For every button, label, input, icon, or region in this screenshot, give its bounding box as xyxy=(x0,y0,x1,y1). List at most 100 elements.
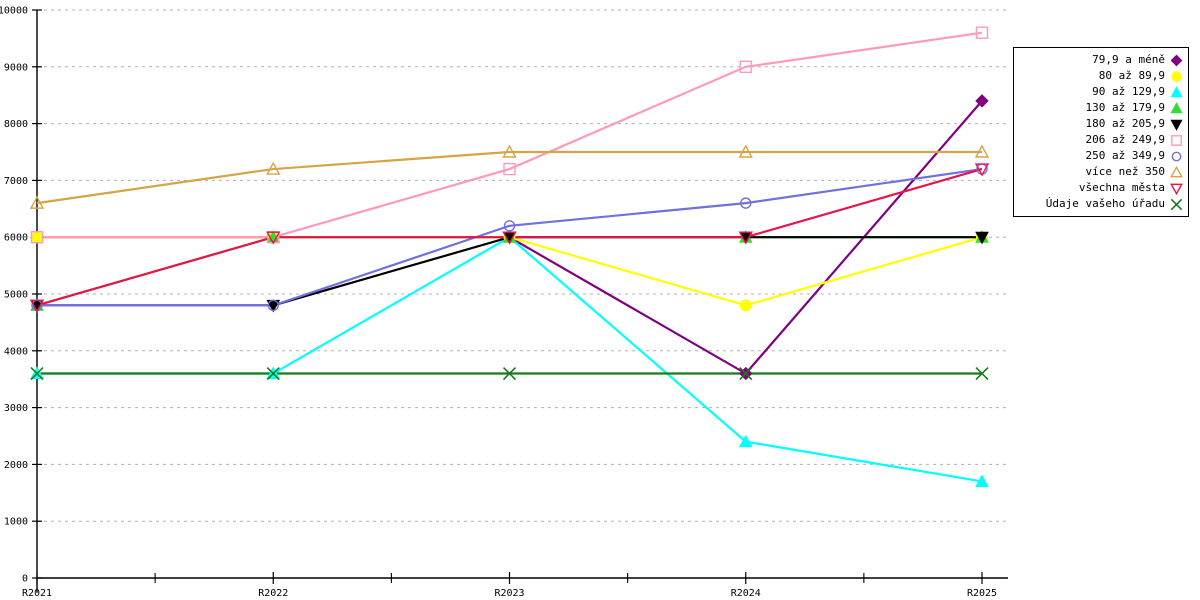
triangle-down-filled-icon xyxy=(1170,119,1183,131)
series-line xyxy=(37,236,982,307)
y-tick-label: 5000 xyxy=(4,290,28,301)
marker-shape xyxy=(267,299,279,312)
legend-item-label: 80 až 89,9 xyxy=(1098,69,1165,82)
marker-shape xyxy=(1170,198,1183,210)
series-line xyxy=(37,235,983,483)
legend-item[interactable]: 130 až 179,9 xyxy=(1018,100,1183,116)
x-tick-label: R2025 xyxy=(967,588,997,599)
legend-item-label: více než 350 xyxy=(1085,165,1165,178)
marker-triangle-down-filled xyxy=(1170,119,1183,131)
circle-open-icon xyxy=(1171,151,1182,161)
y-tick-label: 1000 xyxy=(4,517,28,528)
x-cross-icon xyxy=(1170,198,1183,210)
marker-triangle-up xyxy=(1170,85,1183,97)
legend-item[interactable]: 90 až 129,9 xyxy=(1018,84,1183,100)
gridlines xyxy=(37,9,1008,522)
marker-triangle-up-open xyxy=(974,144,990,158)
legend-item[interactable]: 80 až 89,9 xyxy=(1018,68,1183,84)
y-tick-label: 7000 xyxy=(4,176,28,187)
x-axis-ticks: R2021 R2022 R2023 R2024 R2025 xyxy=(22,572,997,599)
y-tick-label: 10000 xyxy=(0,6,28,17)
axes xyxy=(36,10,1008,592)
marker-triangle-up-filled xyxy=(1170,101,1183,113)
marker-shape xyxy=(738,434,753,448)
marker-triangle-up-open xyxy=(738,144,753,158)
marker-shape xyxy=(502,144,517,158)
series-markers xyxy=(29,26,990,487)
x-tick-label: R2022 xyxy=(258,588,288,599)
marker-shape xyxy=(739,366,753,381)
marker-shape xyxy=(975,474,989,487)
marker-shape xyxy=(1170,85,1183,97)
series-line xyxy=(37,31,983,239)
marker-shape xyxy=(975,26,989,39)
triangle-down-open-icon xyxy=(1170,183,1183,195)
marker-shape xyxy=(1170,183,1183,195)
legend-item-label: 90 až 129,9 xyxy=(1092,85,1165,98)
legend-item[interactable]: 79,9 a méně xyxy=(1018,52,1183,68)
y-tick-label: 8000 xyxy=(4,119,28,130)
marker-triangle-up-open xyxy=(266,161,281,175)
marker-diamond xyxy=(1170,54,1183,66)
triangle-up-open-icon xyxy=(1170,165,1183,177)
marker-triangle-down-open xyxy=(1170,183,1183,195)
series-line xyxy=(37,167,983,307)
legend-item[interactable]: 250 až 349,9 xyxy=(1018,148,1183,164)
diamond-icon xyxy=(1170,54,1183,66)
y-axis-ticks: 0 1000 2000 3000 4000 5000 6000 7000 8000 9000 100… xyxy=(0,6,42,585)
marker-circle-open xyxy=(267,299,279,312)
marker-square-open xyxy=(503,162,516,176)
marker-x-cross xyxy=(30,366,44,381)
legend-item-label: 250 až 349,9 xyxy=(1085,149,1165,162)
marker-shape xyxy=(1170,54,1183,66)
marker-triangle-up-open xyxy=(502,144,517,158)
marker-circle-filled xyxy=(1171,70,1182,82)
marker-x-cross xyxy=(975,366,989,381)
marker-circle-open xyxy=(740,197,752,209)
marker-shape xyxy=(31,231,43,244)
marker-shape xyxy=(1171,151,1182,161)
y-tick-label: 6000 xyxy=(4,233,28,244)
marker-triangle-down-open xyxy=(29,299,45,313)
marker-triangle-up-open xyxy=(29,195,45,209)
series-line xyxy=(36,236,982,307)
marker-shape xyxy=(739,60,752,73)
marker-shape xyxy=(30,366,44,381)
legend-item-label: 130 až 179,9 xyxy=(1085,101,1165,114)
x-tick-label: R2021 xyxy=(22,588,52,599)
legend-item-label: 79,9 a méně xyxy=(1092,53,1165,66)
marker-shape xyxy=(30,230,44,244)
y-tick-label: 9000 xyxy=(4,62,28,73)
legend-item-label: 180 až 205,9 xyxy=(1085,117,1165,130)
marker-shape xyxy=(1171,70,1182,82)
marker-square-open xyxy=(739,60,752,73)
marker-shape xyxy=(266,161,281,175)
legend-item[interactable]: 206 až 249,9 xyxy=(1018,132,1183,148)
marker-circle-open xyxy=(503,220,516,232)
marker-shape xyxy=(29,299,45,313)
line-chart-plot-area: 0 1000 2000 3000 4000 5000 6000 7000 8000 9000 100… xyxy=(0,6,1008,599)
series-lines xyxy=(36,31,983,483)
legend-item[interactable]: Údaje vašeho úřadu xyxy=(1018,196,1183,212)
marker-triangle-down-open xyxy=(502,231,517,245)
legend-item[interactable]: 180 až 205,9 xyxy=(1018,116,1183,132)
marker-shape xyxy=(975,94,989,108)
marker-circle-filled xyxy=(739,299,752,312)
chart-svg: 0 1000 2000 3000 4000 5000 6000 7000 8000 9000 100… xyxy=(0,6,1008,599)
chart-legend: 79,9 a méně 80 až 89,9 90 až 129,9 130 až 1… xyxy=(1013,47,1189,217)
marker-shape xyxy=(502,366,517,381)
legend-item[interactable]: všechna města xyxy=(1018,180,1183,196)
circle-filled-icon xyxy=(1171,70,1182,82)
marker-triangle-up-open xyxy=(1170,165,1183,177)
square-open-icon xyxy=(1171,134,1182,146)
marker-shape xyxy=(975,366,989,381)
marker-triangle-down-open xyxy=(974,163,990,177)
legend-item[interactable]: více než 350 xyxy=(1018,164,1183,180)
marker-shape xyxy=(740,197,752,209)
triangle-up-filled-icon xyxy=(1170,101,1183,113)
marker-triangle-down-filled xyxy=(975,231,989,245)
marker-shape xyxy=(266,366,280,381)
marker-x-cross xyxy=(502,366,517,381)
marker-shape xyxy=(1171,134,1182,146)
